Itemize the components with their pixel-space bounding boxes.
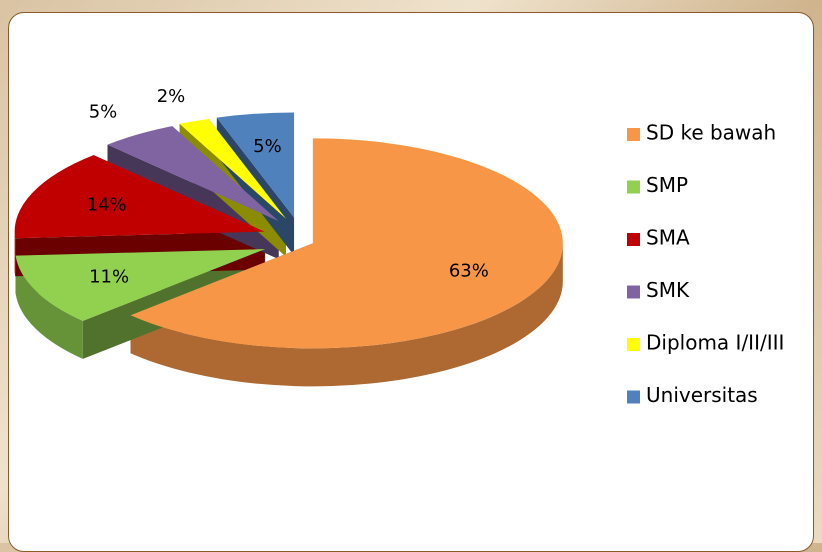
data-label: 14%: [87, 194, 127, 215]
legend-swatch: [627, 233, 640, 246]
legend-label: SMK: [646, 278, 690, 302]
legend-label: SMA: [646, 226, 690, 250]
legend-label: SD ke bawah: [646, 121, 776, 145]
data-label: 63%: [449, 261, 489, 282]
data-label: 2%: [157, 86, 186, 107]
legend-label: SMP: [646, 173, 688, 197]
data-label: 5%: [89, 102, 118, 123]
legend-label: Diploma I/II/III: [646, 331, 784, 355]
legend-swatch: [627, 128, 640, 141]
legend-swatch: [627, 286, 640, 299]
data-label: 11%: [89, 266, 129, 287]
legend-swatch: [627, 338, 640, 351]
legend-swatch: [627, 391, 640, 404]
legend-label: Universitas: [646, 383, 758, 407]
data-label: 5%: [253, 136, 282, 157]
legend-swatch: [627, 181, 640, 194]
